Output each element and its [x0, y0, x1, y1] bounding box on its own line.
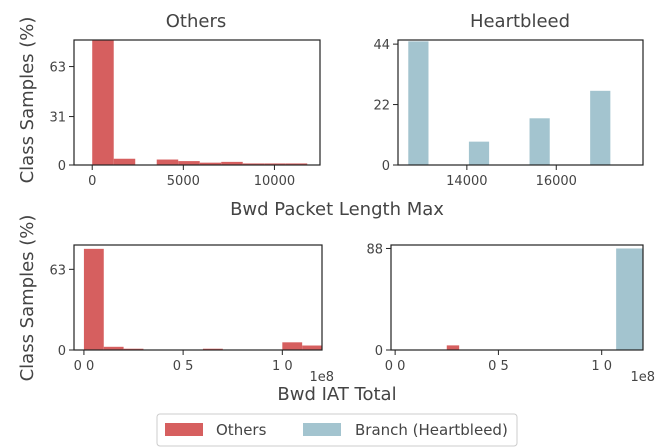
y-tick-label: 44: [373, 38, 390, 53]
x-tick-label: 0 5: [488, 359, 509, 374]
bar-1-0: [616, 248, 643, 350]
legend-label-others: Others: [216, 421, 267, 439]
bar-0-5: [199, 162, 222, 165]
x-tick-label: 0 0: [385, 359, 406, 374]
bar-0-0: [408, 41, 429, 165]
y-tick-label: 0: [58, 159, 66, 174]
plot-others-packet-length: 0 5000 10000 0 31 63: [49, 39, 321, 189]
plot-frame: [73, 244, 323, 351]
plot-others-iat-total: 0 0 0 5 1 0 0 63 1e8: [49, 244, 334, 385]
x-tick-label: 0 5: [173, 359, 194, 374]
x-tick-label: 1 0: [272, 359, 293, 374]
top-x-axis-label: Bwd Packet Length Max: [230, 199, 444, 220]
bar-0-2: [529, 118, 550, 165]
bar-0-2: [123, 348, 144, 350]
bar-0-1: [103, 346, 124, 350]
bar-0-0: [83, 248, 104, 350]
bar-0-4: [178, 161, 200, 165]
legend-swatch-branch: [303, 423, 341, 436]
bar-0-10: [282, 342, 303, 350]
y-tick-label: 22: [373, 99, 390, 114]
bottom-x-axis-label: Bwd IAT Total: [277, 384, 396, 405]
legend: Others Branch (Heartbleed): [156, 413, 518, 447]
x-offset-label: 1e8: [630, 370, 655, 385]
x-tick-label: 0: [88, 174, 96, 189]
x-tick-label: 0 0: [74, 359, 95, 374]
x-offset-label: 1e8: [309, 370, 334, 385]
y-tick-label: 0: [375, 344, 383, 359]
bar-0-8: [264, 163, 286, 165]
plot-frame: [390, 244, 644, 351]
y-tick-label: 88: [366, 242, 383, 257]
y-tick-label: 0: [382, 159, 390, 174]
bar-0-6: [202, 348, 223, 350]
plot-frame: [397, 39, 644, 166]
y-tick-label: 63: [49, 263, 66, 278]
panel-title-others: Others: [166, 11, 227, 32]
bar-0-1: [468, 141, 490, 165]
bar-0-11: [302, 345, 322, 350]
plot-heartbleed-iat-total: 0 0 0 5 1 0 0 88 1e8: [366, 242, 655, 385]
bar-0-3: [590, 90, 611, 165]
x-tick-label: 5000: [167, 174, 200, 189]
plot-frame: [73, 39, 321, 166]
plot-heartbleed-packet-length: 14000 16000 0 22 44: [373, 38, 644, 189]
legend-swatch-others: [165, 423, 203, 436]
y-tick-label: 0: [58, 344, 66, 359]
x-tick-label: 10000: [254, 174, 295, 189]
bottom-y-axis-label: Class Samples (%): [17, 215, 38, 382]
y-tick-label: 63: [49, 61, 66, 76]
bar-0-3: [156, 159, 179, 165]
bar-0-7: [242, 163, 265, 165]
bar-0-9: [285, 163, 308, 165]
legend-label-branch: Branch (Heartbleed): [355, 421, 508, 439]
x-tick-label: 14000: [446, 174, 487, 189]
y-tick-label: 31: [49, 111, 66, 126]
top-y-axis-label: Class Samples (%): [17, 17, 38, 184]
x-tick-label: 16000: [536, 174, 577, 189]
bar-0-1: [113, 158, 136, 165]
bar-0-6: [221, 161, 243, 165]
bar-0-0: [92, 40, 114, 165]
x-tick-label: 1 0: [591, 359, 612, 374]
bar-0-0: [446, 345, 460, 350]
panel-title-heartbleed: Heartbleed: [470, 11, 570, 32]
